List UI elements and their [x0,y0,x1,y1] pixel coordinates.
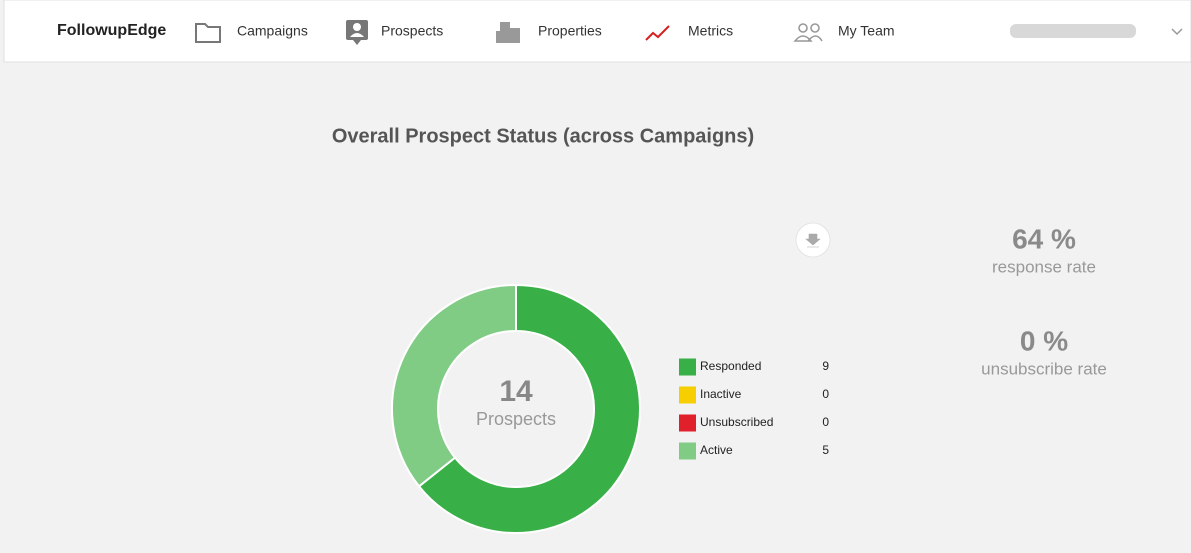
folder-icon [195,23,221,43]
legend-label: Inactive [700,387,742,401]
nav-item[interactable]: Prospects [381,23,443,39]
building-icon [496,22,520,43]
legend-swatch [679,358,696,376]
nav-item[interactable]: Metrics [688,23,733,39]
prospect-icon [346,20,368,45]
center-label: Prospects [476,409,556,429]
legend-swatch [679,386,696,404]
nav-item[interactable]: Properties [538,23,602,39]
metrics-icon [645,25,670,41]
brand[interactable]: FollowupEdge [57,22,166,39]
legend-label: Active [700,443,733,457]
team-icon [793,23,823,42]
donut-slice [391,283,517,488]
user-name-blurred[interactable] [1010,24,1136,38]
chart-title: Overall Prospect Status (across Campaign… [332,125,754,147]
user-menu-chevron[interactable] [1171,28,1183,36]
nav-bar [3,0,1191,63]
legend-label: Responded [700,359,761,373]
stat-value: 0 % [1020,325,1068,356]
legend-value: 5 [822,443,829,457]
legend-swatch [679,414,696,432]
nav-item[interactable]: Campaigns [237,23,308,39]
legend-value: 0 [822,387,829,401]
legend-label: Unsubscribed [700,415,773,429]
legend-value: 9 [822,359,829,373]
nav-item[interactable]: My Team [838,23,895,39]
legend-swatch [679,442,696,460]
center-value: 14 [499,375,533,408]
donut-slice [417,283,641,534]
stat-value: 64 % [1012,223,1076,254]
stat-caption: unsubscribe rate [981,359,1107,378]
stat-caption: response rate [992,257,1096,276]
legend-value: 0 [822,415,829,429]
download-icon [805,233,821,248]
